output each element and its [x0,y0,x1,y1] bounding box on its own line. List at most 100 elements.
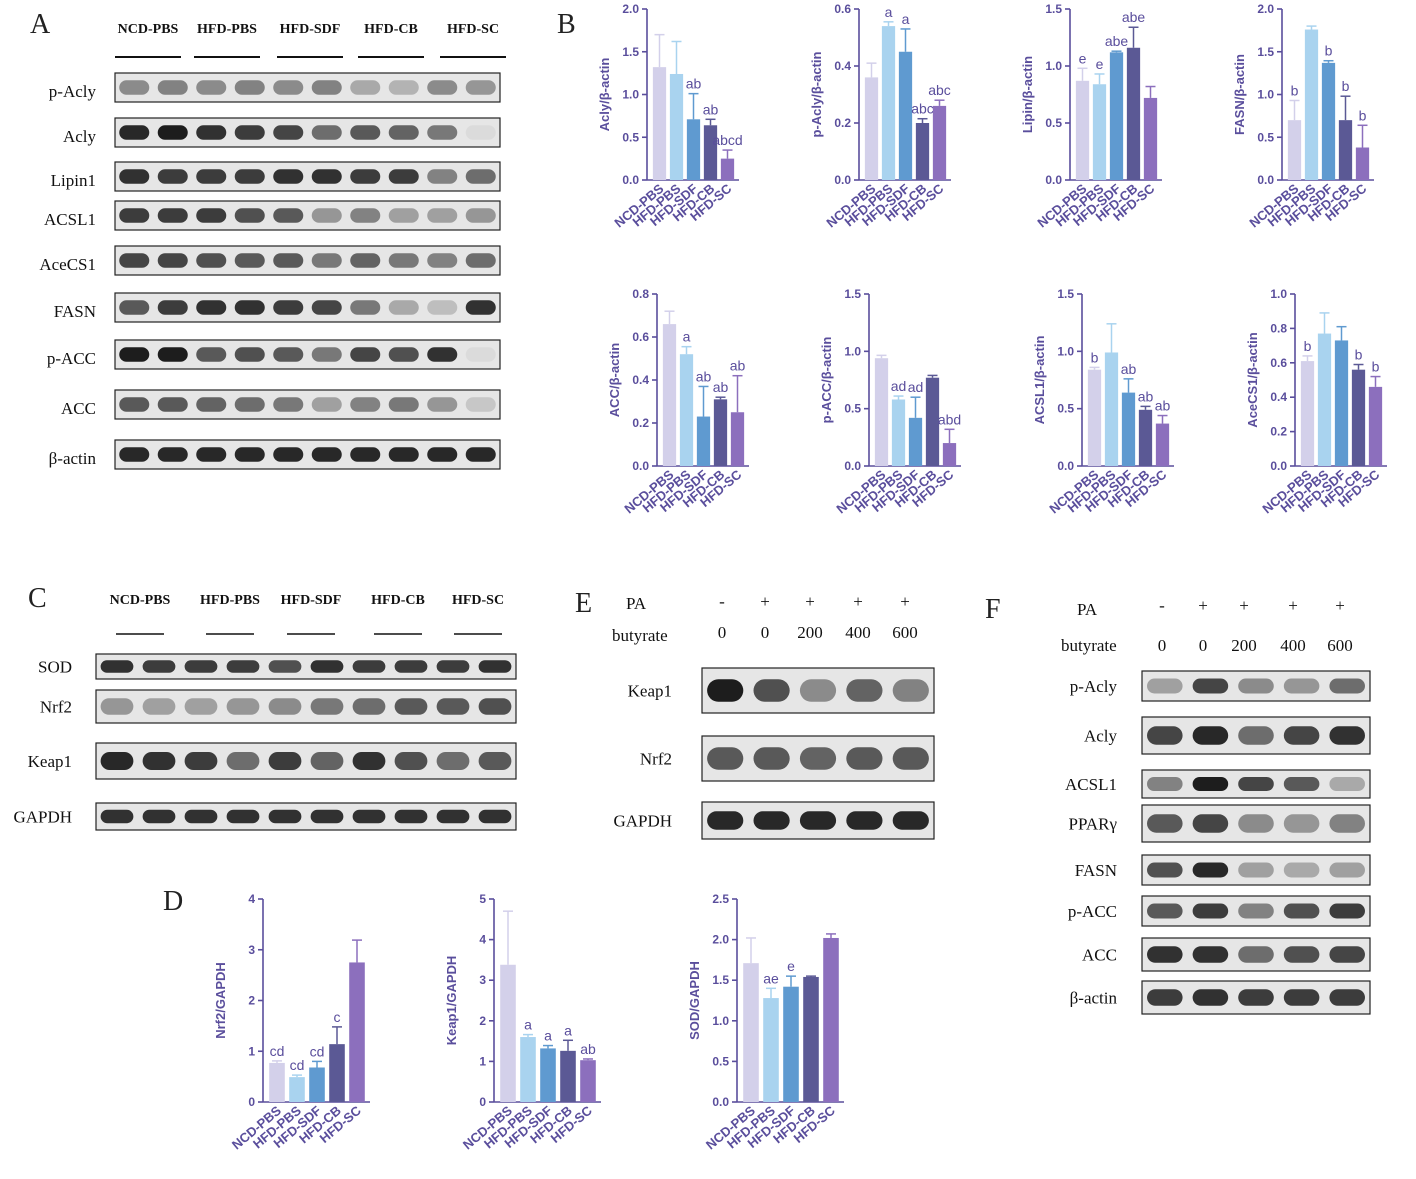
blot-band [350,125,381,140]
pa-label: PA [626,594,647,613]
y-tick-label: 2 [248,994,255,1008]
row-label: Acly [1084,727,1118,746]
bar-HFD-CB [925,377,940,466]
y-tick-label: 0 [479,1095,486,1109]
blot-band [465,253,496,268]
blot-band [388,397,419,412]
pa-value: + [1335,596,1345,615]
row-label: ACSL1 [44,210,96,229]
y-axis-label: AceCS1/β-actin [1245,332,1260,427]
pa-value: + [853,592,863,611]
significance-label: a [885,4,893,20]
bar-NCD-PBS [652,67,667,180]
y-axis-label: Nrf2/GAPDH [213,962,228,1039]
y-tick-label: 1.5 [844,287,861,301]
panel-labels: A B C D E F [28,9,1001,917]
blot-band [119,169,150,184]
y-tick-label: 1.5 [712,973,729,987]
significance-label: abe [1122,9,1146,25]
blot-band [1238,678,1274,694]
blot-band [226,752,260,770]
significance-label: ae [763,970,779,986]
y-tick-label: 1.0 [1057,344,1074,358]
y-tick-label: 0.2 [632,416,649,430]
significance-label: abe [1105,33,1129,49]
blot-band [268,698,302,715]
blot-band [310,698,344,715]
blot-band [846,747,883,770]
blot-C: NCD-PBS HFD-PBS HFD-SDF HFD-CB HFD-SC SOD Nrf2… [13,593,517,831]
y-tick-label: 2.5 [712,892,729,906]
blot-band [1147,814,1183,833]
pa-value: + [805,592,815,611]
y-tick-label: 0.0 [844,459,861,473]
blot-band [465,125,496,140]
blot-band [119,208,150,223]
blot-band [273,169,304,184]
blot-band [1283,989,1320,1006]
significance-label: a [683,329,691,345]
bar-HFD-SDF [908,417,923,466]
blot-band [1283,678,1320,694]
bar-HFD-SC [1368,386,1383,466]
significance-label: b [1291,82,1299,98]
blot-band [388,447,419,462]
butyrate-value: 600 [892,623,918,642]
blot-band [142,698,176,715]
significance-label: abc [928,82,951,98]
bar-HFD-SC [942,443,957,466]
blot-band [427,447,458,462]
bar-HFD-PBS [881,26,896,180]
row-label: GAPDH [613,812,672,831]
row-label: FASN [1075,861,1117,880]
y-tick-label: 0.4 [632,373,649,387]
significance-label: ab [696,368,712,384]
bar-HFD-CB [1351,369,1366,466]
blot-band [311,208,342,223]
blot-row-ACC [114,389,501,420]
blot-band [478,752,512,770]
blot-band [273,347,304,362]
blot-band [436,660,470,673]
blot-band [311,169,342,184]
blot-band [1192,777,1229,791]
bar-HFD-SC [730,412,745,466]
blot-band [1192,989,1229,1006]
y-tick-label: 0.4 [1270,390,1287,404]
butyrate-value: 0 [718,623,727,642]
blot-band [1238,777,1274,791]
blot-band [1147,903,1183,919]
bar-NCD-PBS [864,77,879,180]
blot-band [142,660,176,673]
bar-NCD-PBS [269,1062,285,1102]
blot-band [196,253,227,268]
blot-row-GAPDH [701,801,935,840]
y-tick-label: 0.2 [1270,425,1287,439]
bar-HFD-SDF [1334,340,1349,466]
pa-value: - [1159,596,1165,615]
y-tick-label: 1.5 [622,45,639,59]
blot-band [352,698,386,715]
blot-band [234,80,265,95]
blot-band [196,447,227,462]
blot-band [234,447,265,462]
y-tick-label: 0.6 [632,330,649,344]
blot-band [311,253,342,268]
row-label: AceCS1 [39,255,96,274]
blot-band [352,660,386,673]
bar-HFD-CB [713,399,728,466]
pa-value: + [1239,596,1249,615]
blot-band [273,208,304,223]
y-tick-label: 1 [479,1054,486,1068]
y-tick-label: 2.0 [1257,2,1274,16]
blot-band [1147,989,1183,1006]
significance-label: b [1325,43,1333,59]
blot-band [1283,777,1320,791]
blot-band [465,300,496,315]
row-label: GAPDH [13,808,72,827]
blot-band [226,809,260,824]
y-tick-label: 0.8 [1270,321,1287,335]
